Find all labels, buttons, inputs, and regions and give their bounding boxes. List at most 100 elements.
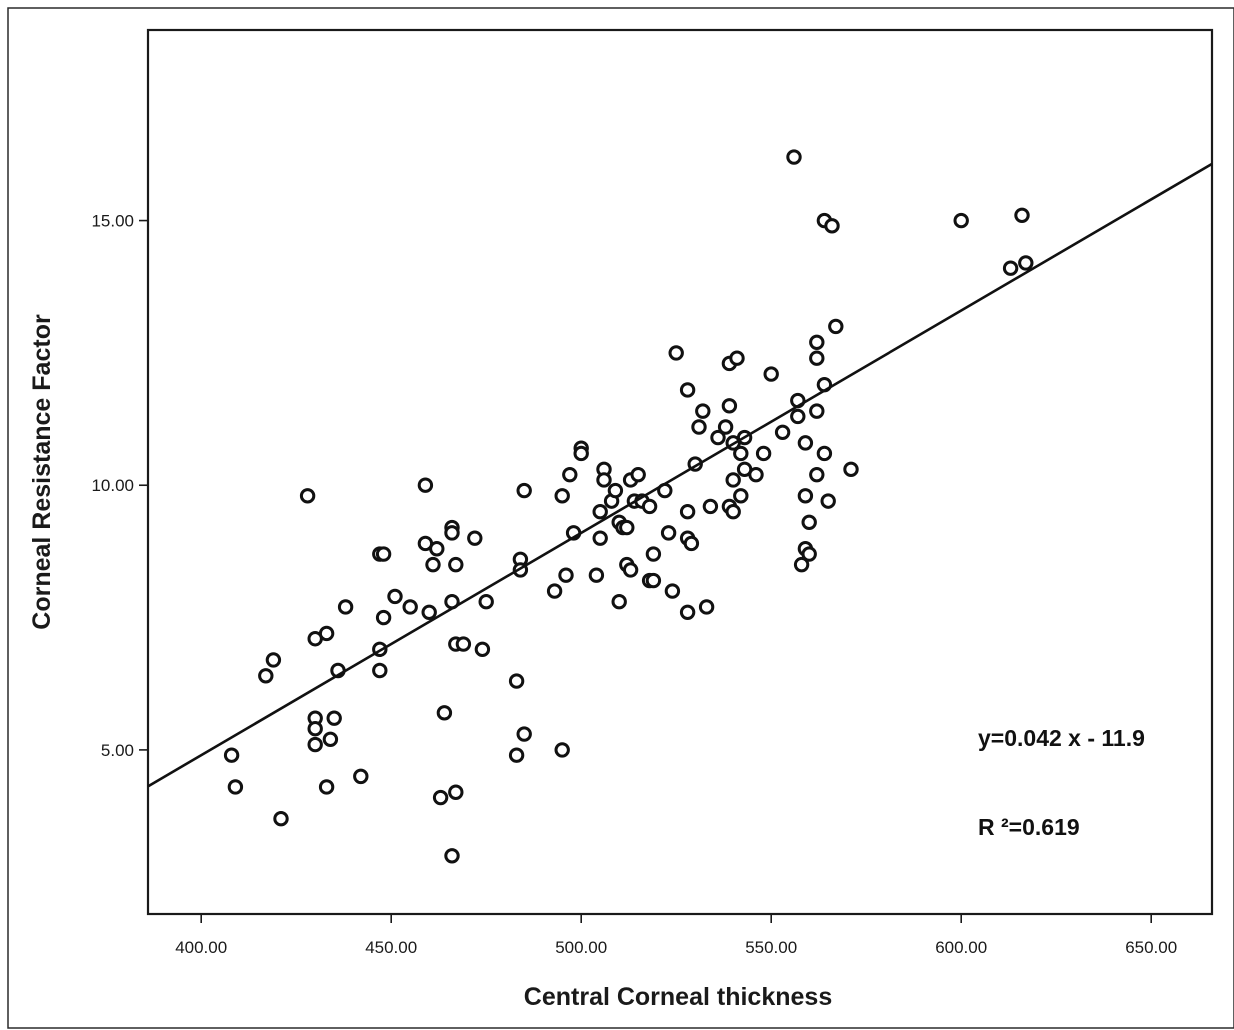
- y-tick-label: 15.00: [91, 212, 134, 231]
- y-tick-label: 5.00: [101, 741, 134, 760]
- data-point: [421, 604, 437, 620]
- figure-frame: [7, 7, 1234, 1029]
- data-point: [664, 583, 681, 599]
- data-point: [691, 419, 707, 435]
- data-point: [444, 848, 460, 864]
- data-point: [546, 583, 563, 599]
- data-point: [729, 350, 745, 366]
- data-point: [592, 504, 608, 520]
- data-point: [432, 789, 449, 806]
- data-point: [953, 212, 969, 229]
- data-point: [596, 472, 612, 488]
- data-point: [265, 652, 282, 668]
- data-point: [733, 488, 749, 504]
- data-point: [1014, 207, 1030, 223]
- data-point: [227, 779, 244, 795]
- data-point: [809, 334, 825, 351]
- x-axis-ticks: 400.00 450.00 500.00 550.00 600.00 650.00: [175, 914, 1177, 957]
- x-tick-label: 400.00: [175, 938, 227, 957]
- data-point: [467, 530, 483, 546]
- data-point: [322, 731, 339, 748]
- data-point: [843, 461, 859, 478]
- data-point: [755, 445, 772, 462]
- data-point: [508, 747, 525, 763]
- data-point: [809, 466, 825, 483]
- data-point: [641, 498, 658, 515]
- data-point: [444, 525, 460, 541]
- data-point: [797, 435, 814, 451]
- data-point: [592, 530, 608, 546]
- data-point: [402, 599, 418, 615]
- data-point: [695, 403, 711, 419]
- data-point: [508, 673, 525, 689]
- data-point: [645, 546, 662, 562]
- regression-line: [147, 162, 1213, 788]
- data-point: [417, 477, 434, 493]
- data-point: [809, 350, 825, 366]
- data-point: [558, 567, 574, 583]
- data-point: [710, 429, 726, 446]
- data-point: [474, 641, 491, 658]
- y-axis-ticks: 5.00 10.00 15.00: [91, 212, 148, 760]
- data-point: [790, 408, 806, 425]
- data-point: [516, 726, 532, 742]
- data-point: [337, 599, 354, 615]
- data-point: [273, 811, 289, 827]
- data-point: [801, 546, 817, 562]
- data-point: [622, 562, 639, 578]
- data-point: [478, 593, 494, 610]
- data-point: [698, 599, 715, 615]
- data-point: [721, 398, 738, 414]
- data-point: [679, 604, 696, 620]
- data-point: [307, 721, 323, 737]
- data-point: [448, 784, 464, 800]
- data-point: [820, 493, 836, 509]
- y-tick-label: 10.00: [91, 476, 134, 495]
- x-tick-label: 550.00: [745, 938, 797, 957]
- data-point: [763, 366, 779, 382]
- x-tick-label: 650.00: [1125, 938, 1177, 957]
- data-point: [436, 705, 453, 721]
- data-point: [307, 736, 323, 753]
- regression-equation: y=0.042 x - 11.9: [978, 725, 1145, 751]
- data-point: [258, 668, 274, 684]
- data-point: [607, 482, 624, 499]
- data-point: [679, 504, 696, 520]
- data-point: [562, 466, 578, 483]
- data-point: [1002, 260, 1019, 276]
- data-point: [725, 504, 741, 520]
- plot-area: [146, 28, 1214, 916]
- data-point: [318, 625, 335, 642]
- r-squared-label: R ²=0.619: [978, 814, 1080, 840]
- data-point: [554, 742, 570, 758]
- data-point: [375, 546, 392, 562]
- data-point: [1018, 255, 1034, 271]
- data-point: [223, 747, 240, 763]
- data-point: [717, 419, 734, 435]
- data-point: [353, 768, 369, 785]
- data-point: [375, 609, 392, 626]
- data-point: [793, 556, 810, 573]
- data-point: [828, 318, 844, 335]
- data-point: [733, 445, 749, 462]
- y-axis-label: Corneal Resistance Factor: [28, 314, 56, 630]
- data-point: [748, 466, 764, 483]
- data-point: [387, 588, 403, 605]
- data-point: [660, 525, 677, 541]
- data-point: [448, 556, 464, 573]
- data-point: [645, 572, 662, 589]
- data-point: [786, 149, 802, 165]
- data-point: [824, 218, 840, 234]
- data-point: [554, 488, 570, 504]
- data-point: [797, 488, 814, 504]
- data-point: [429, 541, 445, 557]
- data-point: [725, 472, 741, 488]
- data-point: [455, 636, 472, 652]
- data-point: [679, 382, 696, 398]
- data-point: [516, 482, 532, 499]
- data-point: [588, 567, 605, 583]
- data-point: [683, 535, 700, 552]
- data-point: [573, 445, 589, 462]
- data-point: [619, 519, 635, 536]
